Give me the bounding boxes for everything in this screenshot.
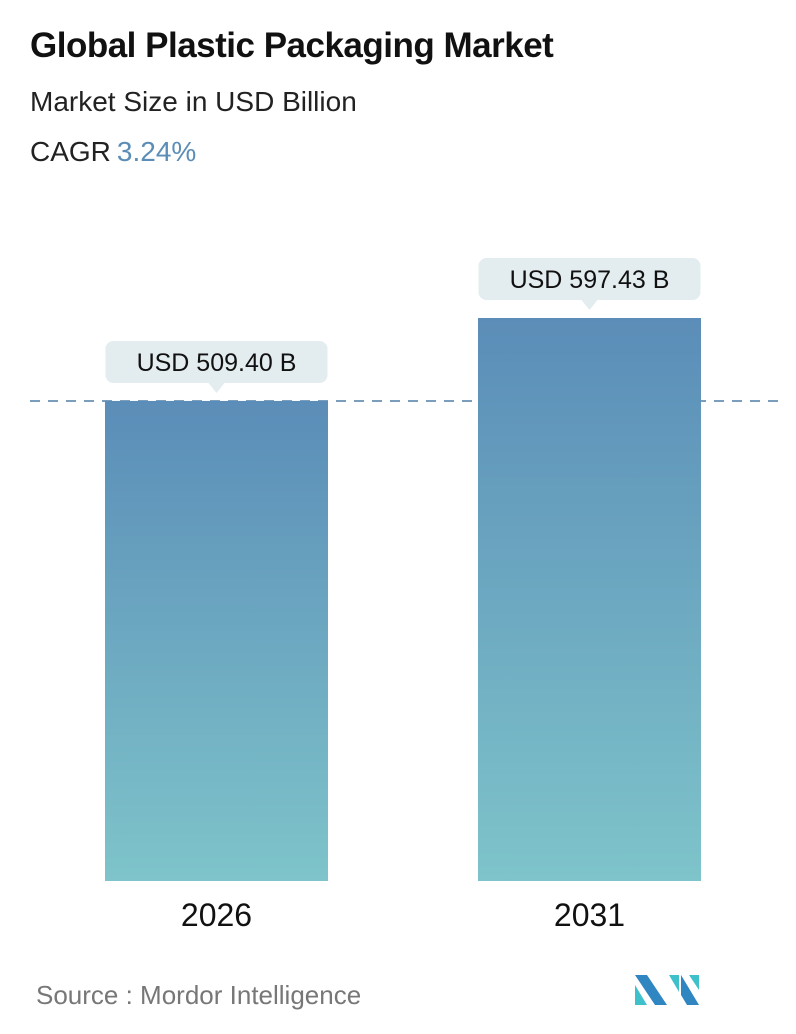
bar-2031 — [478, 318, 701, 881]
x-tick-label: 2026 — [181, 897, 252, 933]
data-label-pointer — [581, 300, 598, 310]
bar-chart: USD 509.40 B 2026 USD 597.43 B 2031 — [30, 258, 782, 933]
cagr: CAGR 3.24% — [30, 136, 196, 168]
bar-2026 — [105, 400, 328, 881]
chart-title: Global Plastic Packaging Market — [30, 26, 554, 65]
data-label: USD 509.40 B — [137, 349, 297, 377]
data-label-bubble — [478, 258, 701, 300]
mordor-intelligence-logo — [635, 975, 699, 1005]
cagr-label: CAGR — [30, 136, 111, 167]
x-tick-label: 2031 — [554, 897, 625, 933]
chart-subtitle: Market Size in USD Billion — [30, 86, 357, 117]
cagr-value: 3.24% — [116, 136, 197, 167]
source-text: Source : Mordor Intelligence — [36, 980, 362, 1010]
data-label-pointer — [208, 382, 225, 393]
data-label-bubble — [105, 340, 328, 383]
data-label: USD 597.43 B — [510, 266, 670, 294]
